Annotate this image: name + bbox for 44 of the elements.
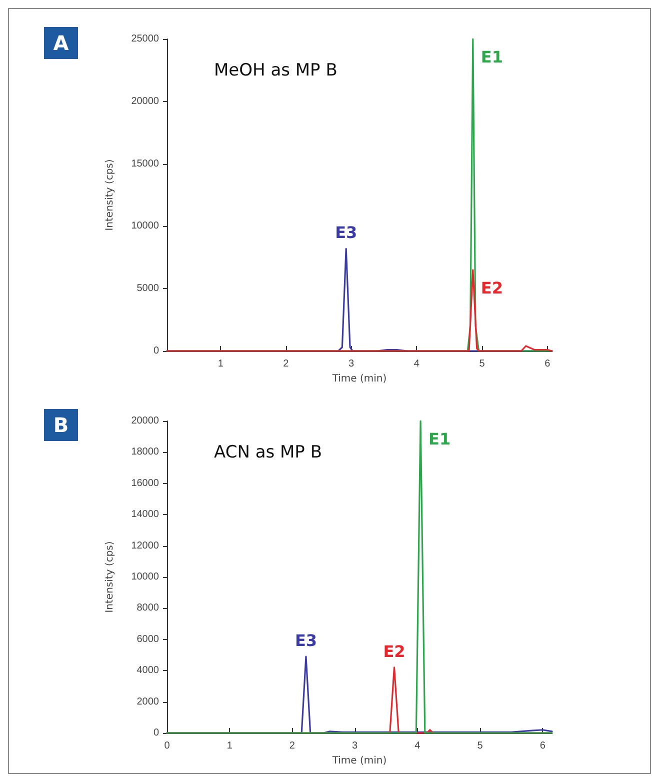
x-tick-label: 5 <box>477 740 484 752</box>
x-axis-title: Time (min) <box>331 373 387 384</box>
y-axis-title: Intensity (cps) <box>104 541 116 613</box>
x-axis-title: Time (min) <box>331 755 387 766</box>
y-tick-label: 20000 <box>131 416 160 426</box>
y-tick-label: 25000 <box>131 34 160 44</box>
y-tick-label: 6000 <box>136 634 160 645</box>
x-tick-label: 2 <box>283 358 290 370</box>
x-tick-label: 4 <box>414 740 421 752</box>
series-label: E1 <box>480 48 503 66</box>
y-tick-label: 10000 <box>131 220 160 232</box>
x-tick-label: 5 <box>479 358 486 370</box>
text: A <box>53 31 70 55</box>
text: B <box>53 413 69 437</box>
y-tick-label: 2000 <box>136 696 160 708</box>
x-tick-label: 2 <box>289 740 296 752</box>
x-tick-label: 3 <box>348 358 355 370</box>
series-label: E2 <box>383 642 406 661</box>
y-tick-label: 15000 <box>131 158 160 170</box>
y-tick-label: 16000 <box>131 478 160 489</box>
series-label: E2 <box>480 278 503 298</box>
y-tick-label: 20000 <box>131 96 160 107</box>
y-tick-label: 5000 <box>136 283 160 294</box>
text: MeOH as MP B <box>214 60 338 80</box>
x-tick-label: 4 <box>414 358 420 370</box>
y-tick-label: 18000 <box>131 446 160 458</box>
x-tick-label: 0 <box>164 740 170 752</box>
y-tick-label: 12000 <box>131 540 160 552</box>
text: ACN as MP B <box>214 442 322 462</box>
series-label: E1 <box>428 430 451 448</box>
x-tick-label: 6 <box>540 740 546 752</box>
y-tick-label: 4000 <box>136 665 160 676</box>
y-tick-label: 10000 <box>131 572 160 582</box>
x-tick-label: 1 <box>226 740 233 752</box>
series-label: E3 <box>335 223 358 242</box>
y-tick-label: 0 <box>153 346 160 356</box>
y-axis-title: Intensity (cps) <box>104 159 116 231</box>
x-tick-label: 3 <box>352 740 358 752</box>
series-label: E3 <box>294 631 318 650</box>
x-tick-label: 1 <box>218 358 224 370</box>
y-tick-label: 0 <box>153 728 160 738</box>
x-tick-label: 6 <box>544 358 551 370</box>
y-tick-label: 14000 <box>131 509 160 520</box>
y-tick-label: 8000 <box>136 602 160 614</box>
